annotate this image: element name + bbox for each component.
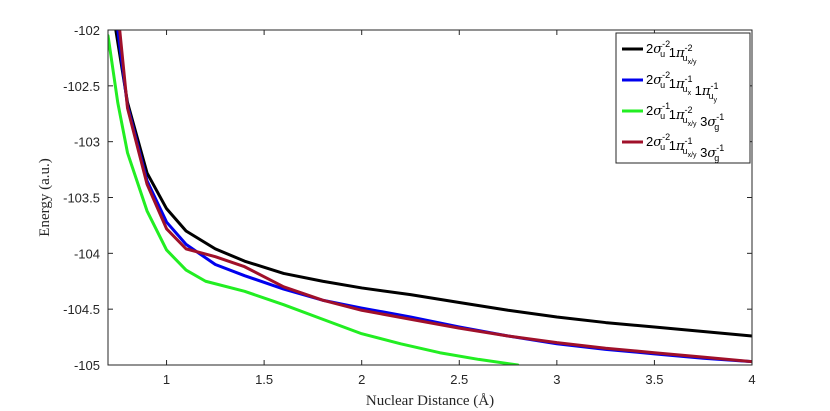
legend-label-1: 2σ-2 u 1π-2 ux/y <box>646 39 697 66</box>
y-axis-ticks: -102 -102.5 -103 -103.5 -104 -104.5 -105 <box>63 23 752 373</box>
y-tick-label: -103 <box>74 135 100 150</box>
y-tick-label: -104 <box>74 246 100 261</box>
series-line-4 <box>118 30 752 364</box>
y-tick-label: -104.5 <box>63 302 100 317</box>
series-layer <box>108 30 752 365</box>
x-tick-label: 1 <box>163 372 170 387</box>
y-tick-label: -103.5 <box>63 191 100 206</box>
y-axis-title: Energy (a.u.) <box>37 158 53 236</box>
x-tick-label: 4 <box>748 372 755 387</box>
y-tick-label: -102.5 <box>63 79 100 94</box>
legend-label-4: 2σ-2 u 1π-1 ux/y 3σ-1 g <box>646 132 724 163</box>
legend-label-3: 2σ-1 u 1π-2 ux/y 3σ-1 g <box>646 101 724 132</box>
x-tick-label: 3.5 <box>645 372 663 387</box>
y-tick-label: -105 <box>74 358 100 373</box>
legend-label-2: 2σ-2 u 1π-1 ux 1π-1 uy <box>646 70 718 104</box>
x-tick-label: 2 <box>358 372 365 387</box>
y-tick-label: -102 <box>74 23 100 38</box>
x-axis-ticks: 1 1.5 2 2.5 3 3.5 4 <box>163 30 756 387</box>
series-line-1 <box>114 30 752 338</box>
series-line-3 <box>108 34 520 365</box>
x-tick-label: 1.5 <box>255 372 273 387</box>
x-tick-label: 2.5 <box>450 372 468 387</box>
x-tick-label: 3 <box>553 372 560 387</box>
x-axis-title: Nuclear Distance (Å) <box>366 393 494 409</box>
